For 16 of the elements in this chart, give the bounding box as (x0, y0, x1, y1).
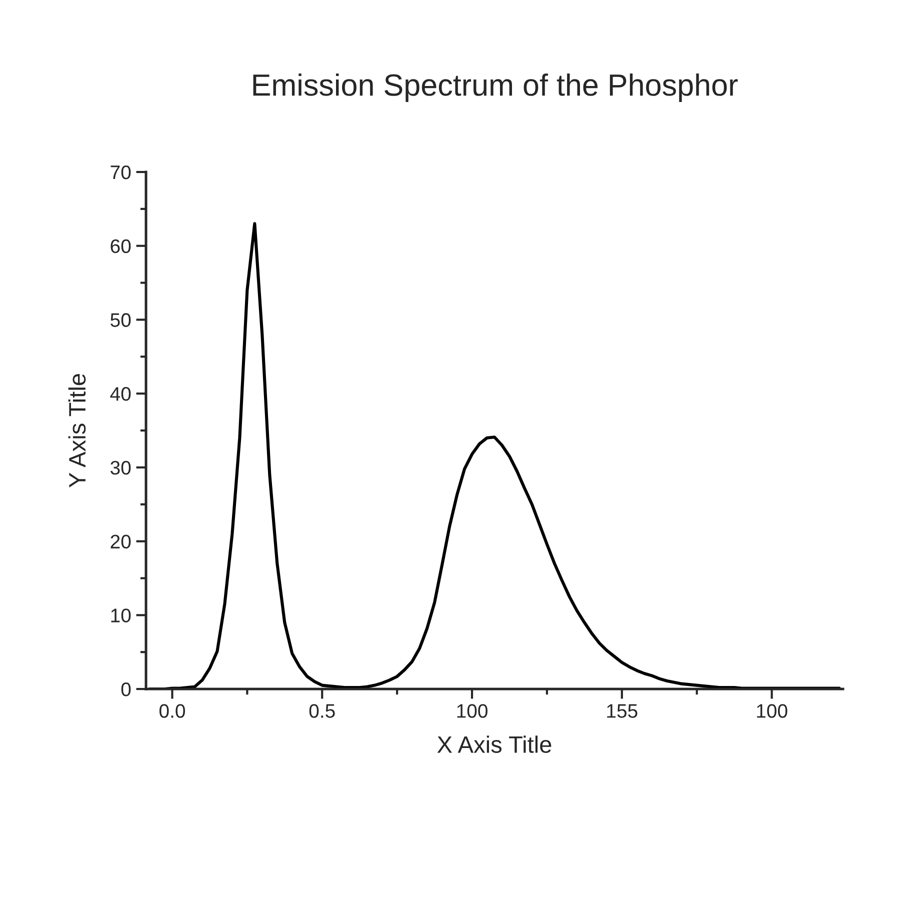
y-tick-label: 30 (110, 460, 131, 475)
y-tick-label: 40 (110, 387, 131, 401)
y-tick-label: 70 (110, 165, 131, 180)
x-axis-title: X Axis Title (437, 736, 552, 753)
x-tick-label: 100 (457, 704, 488, 718)
x-tick-label: 155 (607, 704, 638, 718)
y-tick-label: 50 (110, 313, 131, 327)
y-tick-label: 60 (110, 239, 131, 254)
y-tick-label: 20 (110, 534, 131, 549)
x-tick-label: 0.5 (309, 704, 335, 718)
x-tick-label: 100 (757, 704, 788, 718)
chart-title: Emission Spectrum of the Phosphor (253, 73, 738, 102)
y-tick-label: 10 (111, 608, 131, 622)
y-axis-title: Y Axis Title (68, 374, 86, 488)
x-tick-label: 0.0 (159, 704, 185, 718)
y-tick-label: 0 (121, 682, 131, 696)
